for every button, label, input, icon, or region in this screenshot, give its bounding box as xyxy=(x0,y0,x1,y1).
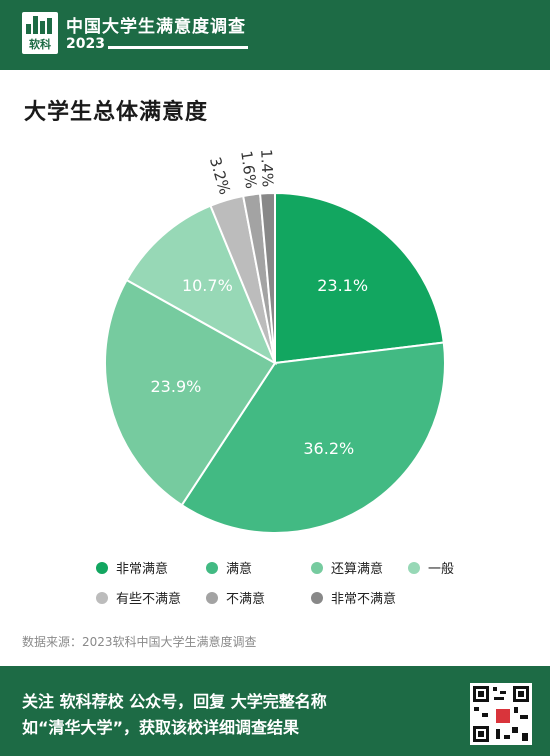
data-source: 数据来源：2023软科中国大学生满意度调查 xyxy=(22,635,257,649)
ruanke-logo: 软科 xyxy=(22,12,58,54)
footer: 关注 软科荐校 公众号，回复 大学完整名称 如“清华大学”，获取该校详细调查结果 xyxy=(0,666,550,756)
qr-center-logo xyxy=(494,707,512,725)
survey-year: 2023 xyxy=(66,36,105,52)
slice-label-6: 1.6% xyxy=(237,150,260,190)
legend-item-1: 非常满意 xyxy=(96,558,168,577)
pie-slice-3 xyxy=(104,278,277,507)
slice-label-1: 23.1% xyxy=(317,276,368,295)
survey-title: 中国大学生满意度调查 xyxy=(66,17,246,37)
pie-slice-2 xyxy=(180,341,446,534)
legend-label: 还算满意 xyxy=(331,562,384,577)
legend-item-4: 一般 xyxy=(408,558,454,577)
footer-line-1: 关注 软科荐校 公众号，回复 大学完整名称 xyxy=(22,692,327,711)
legend-item-3: 还算满意 xyxy=(311,558,383,577)
slice-label-5: 3.2% xyxy=(206,155,234,197)
slice-label-4: 10.7% xyxy=(182,276,233,295)
legend-swatch xyxy=(206,591,218,604)
logo-text: 软科 xyxy=(29,38,51,51)
footer-line-2: 如“清华大学”，获取该校详细调查结果 xyxy=(22,718,300,737)
slice-label-7: 1.4% xyxy=(257,149,277,188)
legend-item-7: 非常不满意 xyxy=(311,588,396,607)
legend-label: 非常满意 xyxy=(116,562,169,577)
legend-label: 一般 xyxy=(428,562,455,577)
legend-item-6: 不满意 xyxy=(206,588,265,607)
pie-chart: 23.1% 36.2% 23.9% 10.7% 3.2% 1.6%1.4% xyxy=(104,149,446,534)
chart-title: 大学生总体满意度 xyxy=(24,100,209,125)
legend-swatch xyxy=(408,561,420,574)
legend-swatch xyxy=(311,591,323,604)
title-underline xyxy=(108,46,248,49)
qr-code[interactable] xyxy=(470,683,532,745)
pie-slice-1 xyxy=(274,191,445,365)
legend-label: 不满意 xyxy=(226,592,266,607)
pie-slice-7 xyxy=(258,191,276,364)
legend-swatch xyxy=(96,591,108,604)
legend-swatch xyxy=(96,561,108,574)
bar-chart-icon xyxy=(26,16,54,34)
legend-label: 非常不满意 xyxy=(331,592,397,607)
legend-swatch xyxy=(206,561,218,574)
legend-item-5: 有些不满意 xyxy=(96,588,181,607)
pie-slice-4 xyxy=(125,204,278,366)
slice-label-2: 36.2% xyxy=(303,439,354,458)
legend-swatch xyxy=(311,561,323,574)
legend-item-2: 满意 xyxy=(206,558,252,577)
header: 软科 中国大学生满意度调查 2023 xyxy=(0,0,550,70)
slice-label-3: 23.9% xyxy=(151,377,202,396)
chart-card: 大学生总体满意度 23.1% 36.2% 23.9% 10.7% 3.2% 1.6% 1.4… xyxy=(0,70,550,666)
legend-label: 满意 xyxy=(226,562,253,577)
legend-label: 有些不满意 xyxy=(116,592,182,607)
